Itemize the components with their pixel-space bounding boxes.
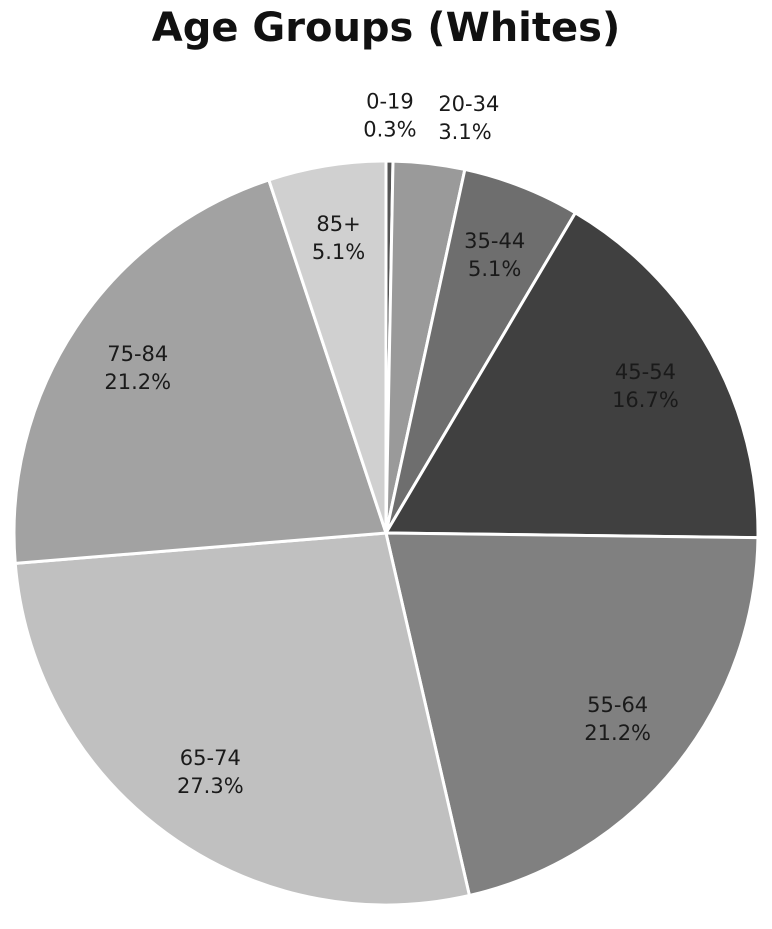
category-label: 65-74 <box>180 746 241 770</box>
chart-title: Age Groups (Whites) <box>152 5 620 51</box>
pie-slice <box>13 531 472 907</box>
value-label: 3.1% <box>438 120 491 144</box>
category-label: 45-54 <box>615 360 676 384</box>
category-label: 20-34 <box>438 92 499 116</box>
value-label: 21.2% <box>584 721 651 745</box>
value-label: 5.1% <box>468 257 521 281</box>
category-label: 35-44 <box>464 229 525 253</box>
category-label: 85+ <box>316 212 360 236</box>
pie-slice <box>383 210 760 540</box>
category-label: 0-19 <box>366 89 414 113</box>
pie-slice <box>12 178 389 565</box>
category-label: 75-84 <box>107 342 168 366</box>
value-label: 27.3% <box>177 774 244 798</box>
category-label: 55-64 <box>587 693 648 717</box>
value-label: 0.3% <box>363 117 416 141</box>
value-label: 21.2% <box>104 370 171 394</box>
value-label: 16.7% <box>612 388 679 412</box>
pie-slice <box>266 159 388 534</box>
pie-slice <box>384 531 760 898</box>
value-label: 5.1% <box>312 240 365 264</box>
